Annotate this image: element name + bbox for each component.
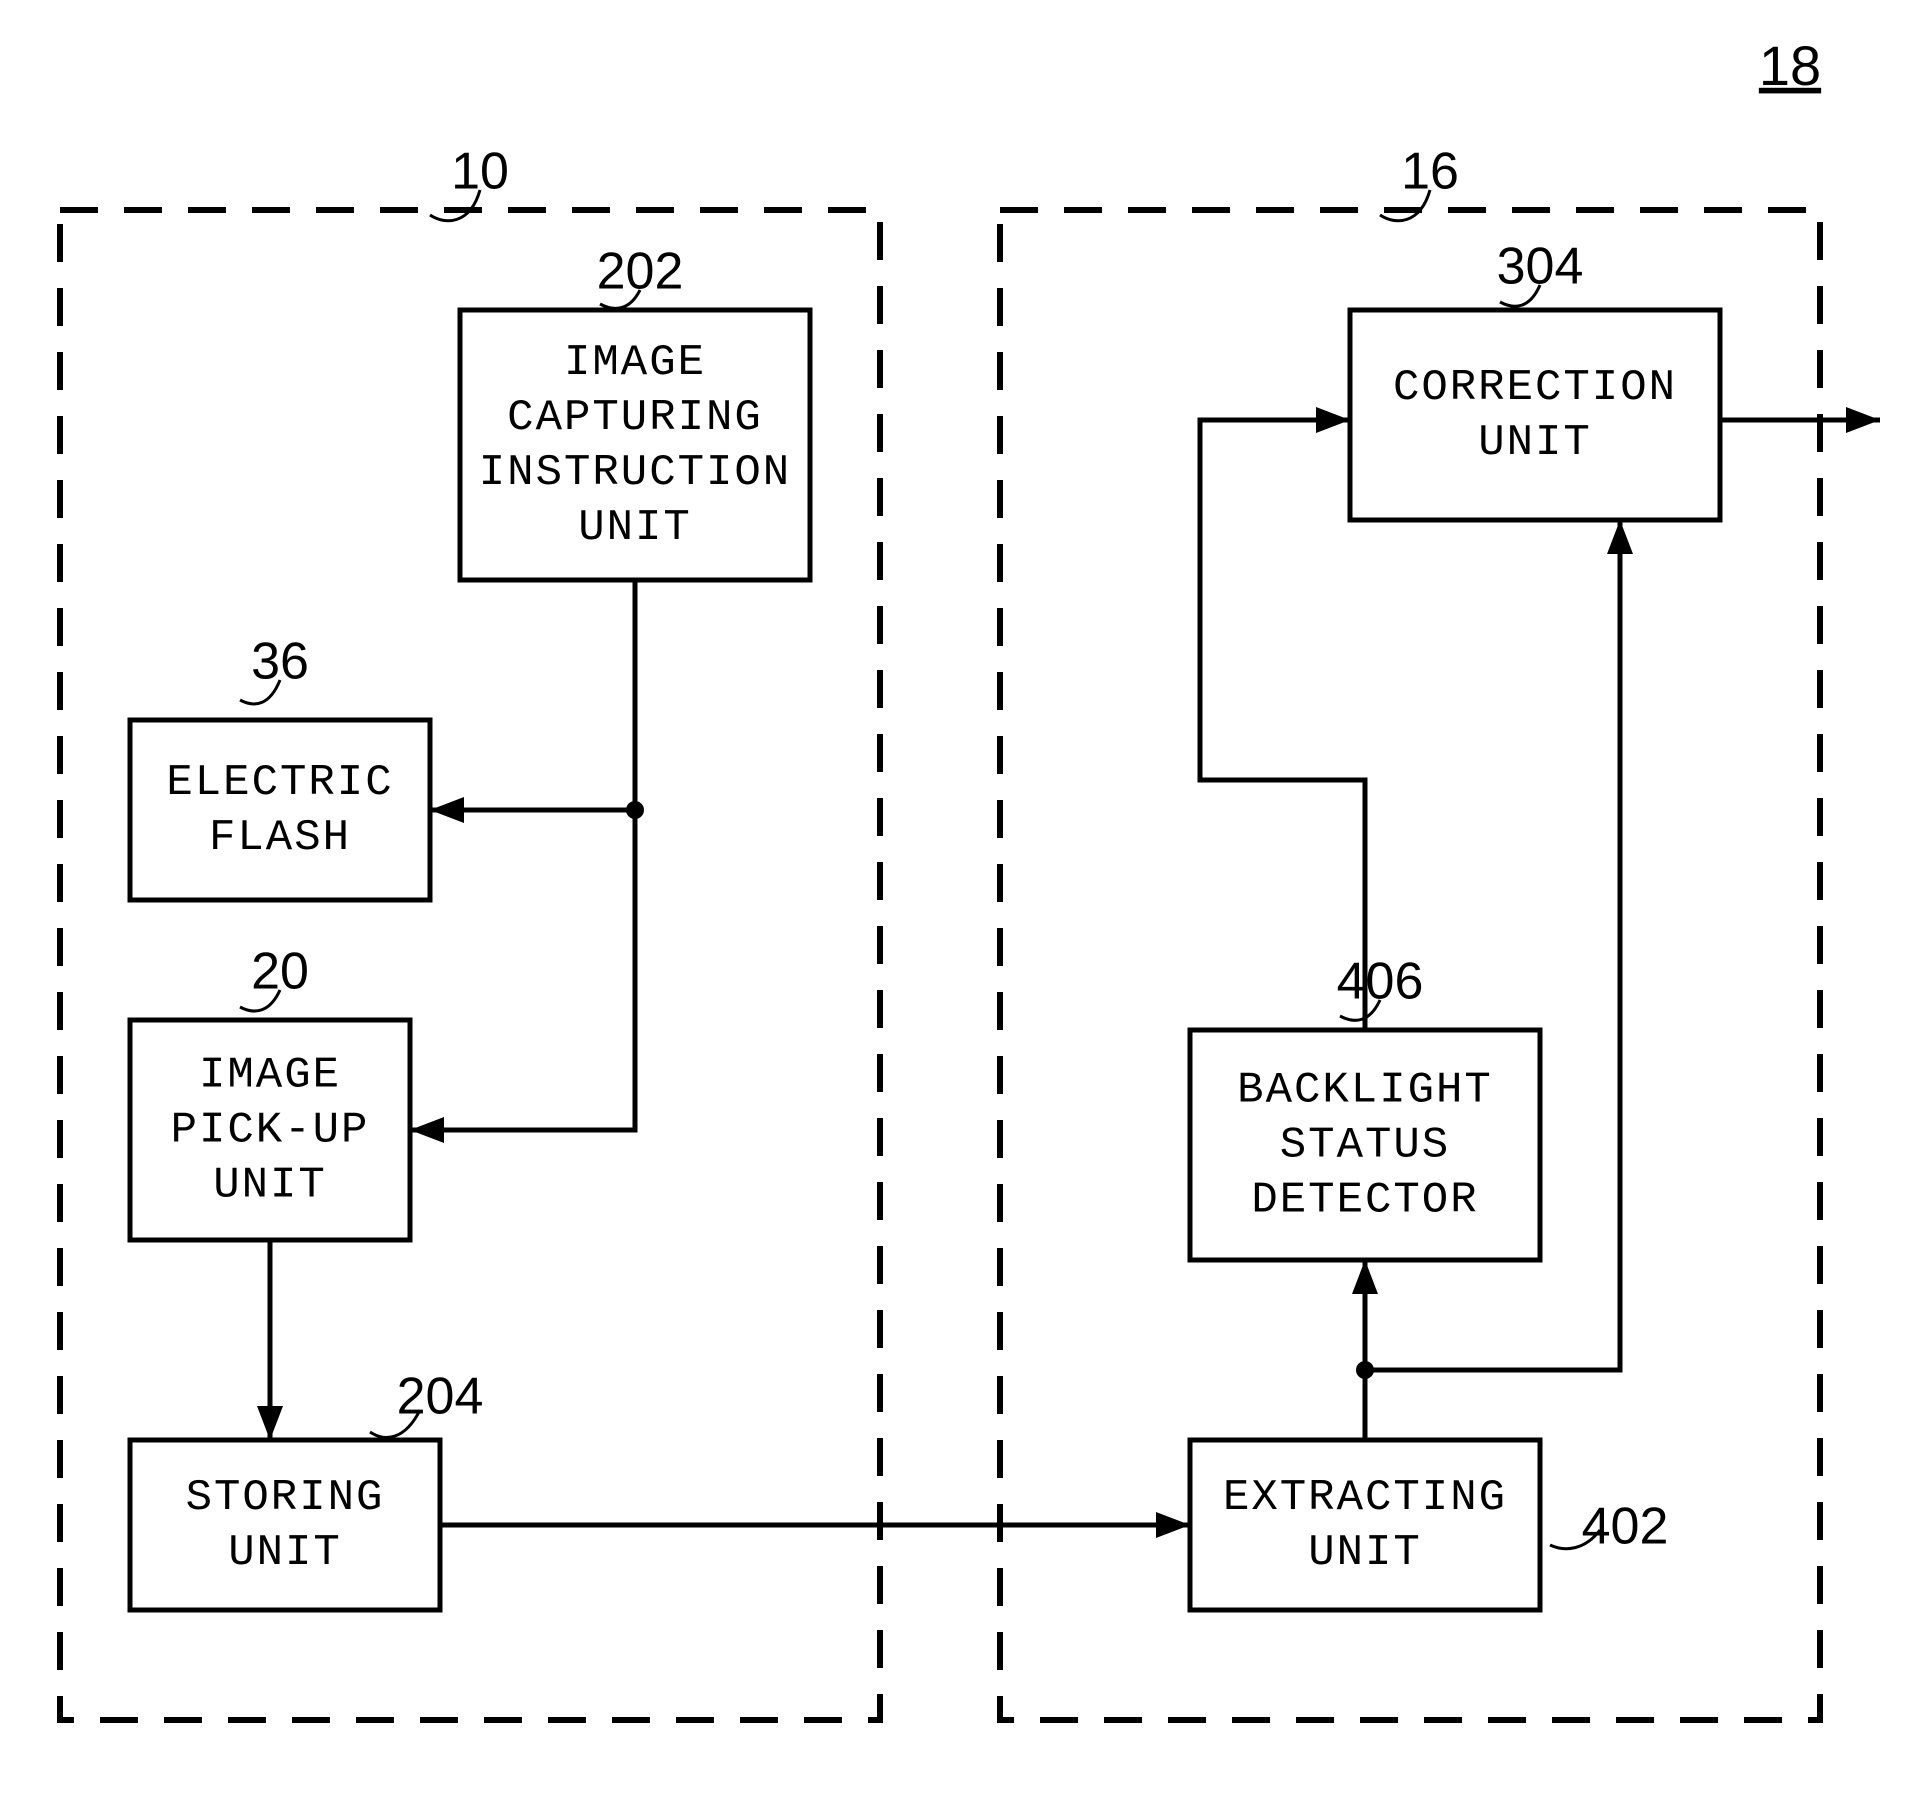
block-text-su: UNIT: [228, 1528, 342, 1578]
block-text-iciu: IMAGE: [564, 338, 706, 388]
arrow-head: [430, 797, 464, 823]
arrow-head: [1846, 407, 1880, 433]
block-label-su: 204: [397, 1368, 484, 1426]
block-text-su: STORING: [186, 1473, 385, 1523]
block-text-ipu: IMAGE: [199, 1051, 341, 1101]
wire: [1365, 520, 1620, 1370]
block-label-ef: 36: [251, 633, 309, 691]
arrow-head: [1607, 520, 1633, 554]
block-label-ipu: 20: [251, 943, 309, 1001]
block-text-bsd: DETECTOR: [1251, 1176, 1478, 1226]
block-text-bsd: BACKLIGHT: [1237, 1066, 1493, 1116]
arrow-head: [1316, 407, 1350, 433]
arrow-head: [1352, 1260, 1378, 1294]
arrow-head: [410, 1117, 444, 1143]
block-cu: [1350, 310, 1720, 520]
block-text-iciu: CAPTURING: [507, 393, 763, 443]
block-text-bsd: STATUS: [1280, 1121, 1450, 1171]
block-text-ipu: PICK-UP: [171, 1106, 370, 1156]
block-label-bsd: 406: [1337, 953, 1424, 1011]
block-label-iciu: 202: [597, 243, 684, 301]
junction-dot: [1356, 1361, 1374, 1379]
block-label-eu: 402: [1582, 1498, 1669, 1556]
block-text-ipu: UNIT: [213, 1161, 327, 1211]
block-text-ef: FLASH: [209, 813, 351, 863]
block-text-iciu: INSTRUCTION: [479, 448, 791, 498]
block-text-eu: EXTRACTING: [1223, 1473, 1507, 1523]
block-text-ef: ELECTRIC: [166, 758, 393, 808]
block-su: [130, 1440, 440, 1610]
block-text-eu: UNIT: [1308, 1528, 1422, 1578]
wire: [410, 580, 635, 1130]
wire: [1200, 420, 1365, 1030]
arrow-head: [1156, 1512, 1190, 1538]
block-label-cu: 304: [1497, 238, 1584, 296]
block-ef: [130, 720, 430, 900]
block-eu: [1190, 1440, 1540, 1610]
block-text-cu: CORRECTION: [1393, 363, 1677, 413]
figure-number: 18: [1759, 34, 1821, 97]
block-text-cu: UNIT: [1478, 418, 1592, 468]
block-text-iciu: UNIT: [578, 503, 692, 553]
arrow-head: [257, 1406, 283, 1440]
junction-dot: [626, 801, 644, 819]
